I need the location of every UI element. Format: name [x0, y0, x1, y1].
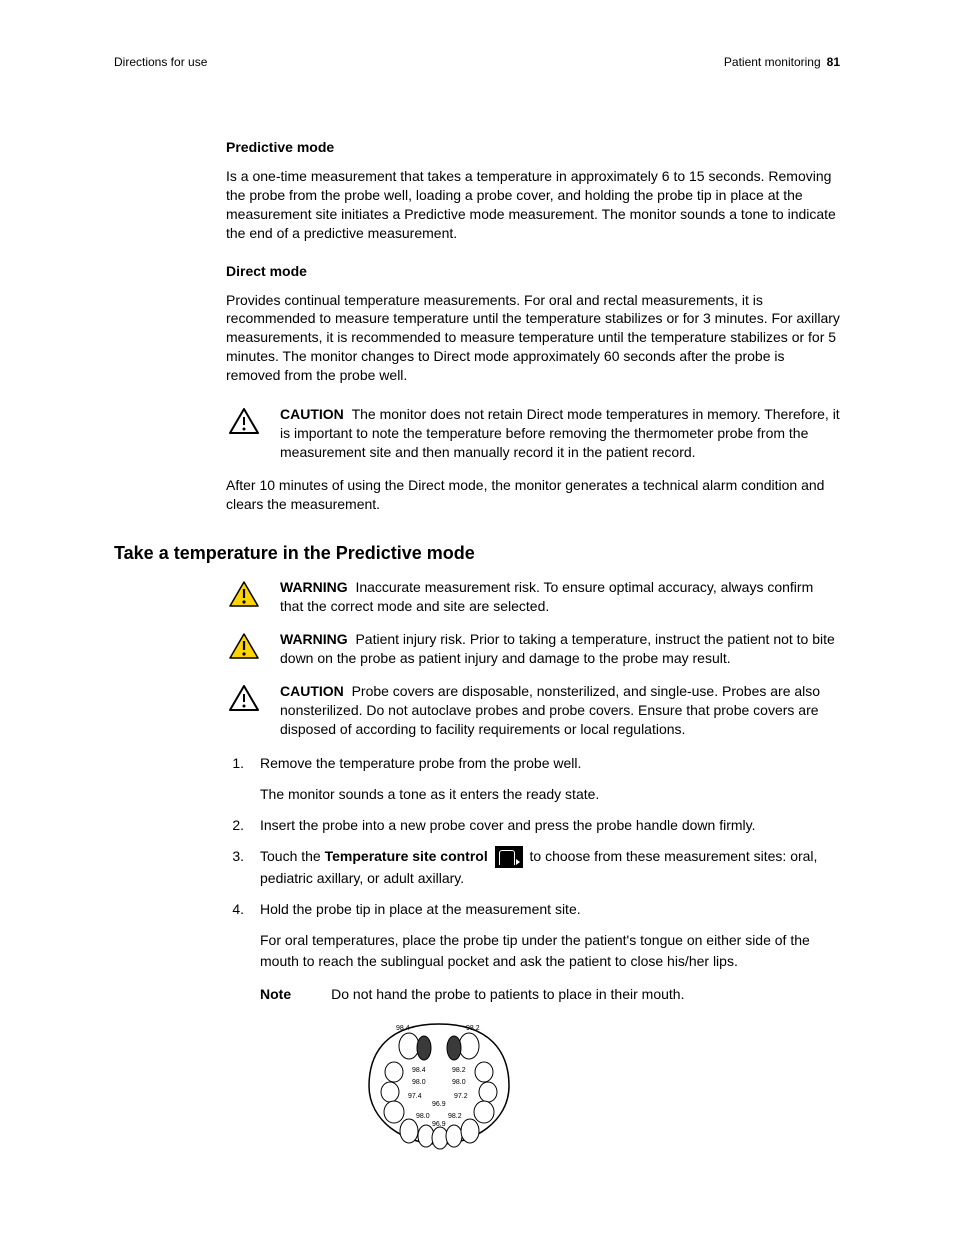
direct-caution: CAUTION The monitor does not retain Dire… — [226, 405, 840, 462]
caution-label: CAUTION — [280, 406, 344, 422]
page-header: Directions for use Patient monitoring 81 — [114, 55, 840, 69]
step-num: 1. — [226, 753, 244, 805]
page-number: 81 — [827, 55, 840, 69]
mouth-label: 98.2 — [466, 1025, 480, 1032]
step-4: 4. Hold the probe tip in place at the me… — [226, 899, 840, 972]
section-heading: Take a temperature in the Predictive mod… — [114, 543, 840, 564]
predictive-heading: Predictive mode — [226, 139, 840, 155]
note: Note Do not hand the probe to patients t… — [260, 986, 840, 1002]
step-4-body: Hold the probe tip in place at the measu… — [260, 899, 840, 972]
mouth-label: 96.9 — [432, 1121, 446, 1128]
step-3: 3. Touch the Temperature site control to… — [226, 846, 840, 889]
mouth-label: 96.9 — [432, 1101, 446, 1108]
step-num: 2. — [226, 815, 244, 836]
warning-body: Inaccurate measurement risk. To ensure o… — [280, 579, 813, 614]
warning-1-text: WARNING Inaccurate measurement risk. To … — [280, 578, 840, 616]
mouth-label: 98.0 — [412, 1079, 426, 1086]
mouth-label: 98.4 — [412, 1067, 426, 1074]
mouth-label: 98.2 — [452, 1067, 466, 1074]
site-control-icon — [495, 846, 523, 868]
caution-body: Probe covers are disposable, nonsteriliz… — [280, 683, 820, 737]
caution-2: CAUTION Probe covers are disposable, non… — [226, 682, 840, 739]
mouth-label: 97.4 — [408, 1093, 422, 1100]
mouth-label: 98.0 — [416, 1113, 430, 1120]
caution-body: The monitor does not retain Direct mode … — [280, 406, 840, 460]
note-text: Do not hand the probe to patients to pla… — [331, 986, 684, 1002]
warning-2: WARNING Patient injury risk. Prior to ta… — [226, 630, 840, 668]
mouth-label: 98.4 — [396, 1025, 410, 1032]
caution-2-text: CAUTION Probe covers are disposable, non… — [280, 682, 840, 739]
step-2: 2. Insert the probe into a new probe cov… — [226, 815, 840, 836]
warning-icon — [226, 630, 262, 668]
step-4-text: Hold the probe tip in place at the measu… — [260, 899, 840, 920]
step-num: 3. — [226, 846, 244, 889]
mouth-label: 98.2 — [448, 1113, 462, 1120]
caution-label: CAUTION — [280, 683, 344, 699]
take-temp-block: WARNING Inaccurate measurement risk. To … — [226, 578, 840, 738]
note-label: Note — [260, 986, 291, 1002]
direct-caution-text: CAUTION The monitor does not retain Dire… — [280, 405, 840, 462]
header-right: Patient monitoring 81 — [724, 55, 840, 69]
warning-label: WARNING — [280, 631, 348, 647]
warning-label: WARNING — [280, 579, 348, 595]
direct-body: Provides continual temperature measureme… — [226, 291, 840, 385]
mouth-label: 98.0 — [452, 1079, 466, 1086]
mouth-label: 97.2 — [454, 1093, 468, 1100]
caution-icon — [226, 405, 262, 462]
step-2-text: Insert the probe into a new probe cover … — [260, 815, 840, 836]
step-3a: Touch the — [260, 848, 325, 864]
step-3-body: Touch the Temperature site control to ch… — [260, 846, 840, 889]
warning-1: WARNING Inaccurate measurement risk. To … — [226, 578, 840, 616]
header-section: Patient monitoring — [724, 55, 821, 69]
step-3-bold: Temperature site control — [325, 848, 488, 864]
header-left: Directions for use — [114, 55, 207, 69]
warning-icon — [226, 578, 262, 616]
step-num: 4. — [226, 899, 244, 972]
step-1-sub: The monitor sounds a tone as it enters t… — [260, 784, 840, 805]
step-body: Remove the temperature probe from the pr… — [260, 753, 840, 805]
step-1: 1. Remove the temperature probe from the… — [226, 753, 840, 805]
step-1-text: Remove the temperature probe from the pr… — [260, 753, 840, 774]
predictive-body: Is a one-time measurement that takes a t… — [226, 167, 840, 243]
warning-body: Patient injury risk. Prior to taking a t… — [280, 631, 835, 666]
warning-2-text: WARNING Patient injury risk. Prior to ta… — [280, 630, 840, 668]
step-4-sub: For oral temperatures, place the probe t… — [260, 930, 840, 972]
page: Directions for use Patient monitoring 81… — [0, 0, 954, 1235]
direct-heading: Direct mode — [226, 263, 840, 279]
content: Predictive mode Is a one-time measuremen… — [226, 139, 840, 513]
caution-icon — [226, 682, 262, 739]
mouth-diagram: 98.4 98.2 98.4 98.2 98.0 98.0 97.4 97.2 … — [354, 1016, 840, 1151]
direct-after: After 10 minutes of using the Direct mod… — [226, 476, 840, 514]
